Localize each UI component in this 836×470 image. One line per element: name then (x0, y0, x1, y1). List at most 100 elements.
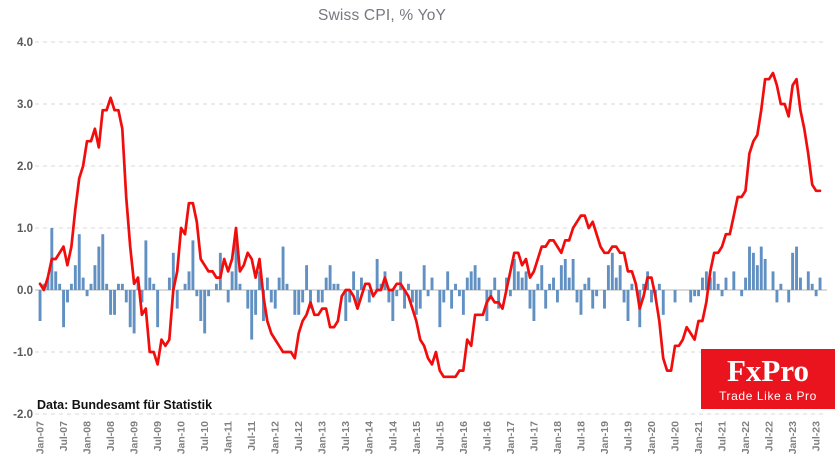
mom-bar (497, 290, 501, 309)
mom-bar (555, 290, 559, 303)
mom-bar (712, 271, 716, 290)
mom-bar (293, 290, 297, 315)
mom-bar (73, 265, 77, 290)
mom-bar (183, 283, 187, 290)
mom-bar (630, 283, 634, 290)
mom-bar (156, 290, 160, 328)
mom-bar (285, 283, 289, 290)
mom-bar (348, 290, 352, 303)
mom-bar (113, 290, 116, 315)
mom-bar (69, 283, 73, 290)
mom-bar (128, 290, 132, 328)
mom-bar (520, 277, 524, 290)
mom-bar (814, 290, 818, 297)
mom-bar (575, 290, 579, 303)
mom-bar (277, 277, 281, 290)
mom-bar (552, 277, 555, 290)
mom-bar (360, 277, 363, 290)
mom-bar (748, 246, 751, 290)
mom-bar (316, 290, 320, 303)
mom-bar (403, 290, 407, 309)
mom-bar (477, 277, 481, 290)
mom-bar (171, 252, 175, 290)
mom-bar (430, 277, 434, 290)
mom-bar (469, 271, 473, 290)
mom-bar (140, 290, 144, 303)
mom-bar (116, 283, 120, 290)
fxpro-logo: FxPro Trade Like a Pro (701, 349, 835, 409)
mom-bar (407, 283, 410, 290)
mom-bar (744, 277, 748, 290)
mom-bar (465, 277, 469, 290)
mom-bar (775, 290, 779, 303)
mom-bar (89, 283, 93, 290)
chart-title: Swiss CPI, % YoY (317, 7, 447, 24)
mom-bar (281, 246, 285, 290)
mom-bar (763, 259, 767, 290)
mom-bar (818, 277, 822, 290)
y-tick-label: 0.0 (17, 285, 33, 297)
mom-bar (410, 290, 414, 303)
mom-bar (693, 290, 697, 297)
x-tick-label: Jul-09 (152, 421, 164, 452)
mom-bar (191, 240, 195, 290)
mom-bar (203, 290, 207, 334)
mom-bar (426, 290, 430, 297)
fxpro-logo-tagline: Trade Like a Pro (719, 388, 817, 403)
mom-bar (657, 283, 661, 290)
mom-bar (708, 277, 712, 290)
x-tick-label: Jul-07 (58, 421, 70, 452)
mom-bar (536, 283, 540, 290)
mom-bar (77, 234, 81, 290)
mom-bar (105, 283, 109, 290)
x-tick-label: Jan-10 (176, 421, 188, 454)
x-tick-label: Jan-12 (270, 421, 282, 454)
mom-bar (438, 290, 442, 328)
mom-bar (512, 259, 516, 290)
mom-bar (544, 290, 548, 309)
mom-bar (309, 290, 312, 309)
mom-bar (791, 252, 795, 290)
x-tick-label: Jul-15 (434, 421, 446, 452)
mom-bar (704, 271, 708, 290)
mom-bar (606, 265, 610, 290)
x-tick-label: Jul-14 (387, 421, 399, 452)
x-tick-label: Jan-08 (82, 421, 94, 454)
mom-bar (120, 283, 124, 290)
mom-bar (356, 290, 359, 309)
x-tick-label: Jan-09 (129, 421, 141, 454)
y-tick-label: 3.0 (17, 99, 33, 111)
mom-bar (567, 277, 571, 290)
mom-bar (516, 271, 520, 290)
mom-bar (250, 290, 254, 340)
mom-bar (457, 290, 461, 297)
mom-bar (46, 277, 50, 290)
mom-bar (297, 290, 301, 315)
mom-bar (199, 290, 203, 321)
mom-bar (528, 290, 532, 309)
mom-bar (254, 290, 258, 315)
mom-bar (450, 290, 454, 309)
mom-bar (238, 283, 242, 290)
mom-bar (422, 265, 426, 290)
mom-bar (167, 277, 171, 290)
mom-bar (642, 283, 646, 290)
mom-bar (489, 290, 493, 297)
x-tick-label: Jan-13 (317, 421, 329, 454)
mom-bar (93, 265, 97, 290)
mom-bar (148, 277, 152, 290)
mom-bar (732, 271, 736, 290)
mom-bar (591, 290, 595, 309)
mom-bar (751, 252, 755, 290)
mom-bar (324, 277, 328, 290)
mom-bar (755, 265, 759, 290)
mom-bar (740, 290, 744, 297)
mom-bar (175, 290, 179, 309)
mom-bar (508, 290, 512, 297)
mom-bar (461, 290, 465, 315)
x-tick-label: Jan-19 (599, 421, 611, 454)
mom-bar (724, 277, 728, 290)
mom-bar (332, 283, 336, 290)
